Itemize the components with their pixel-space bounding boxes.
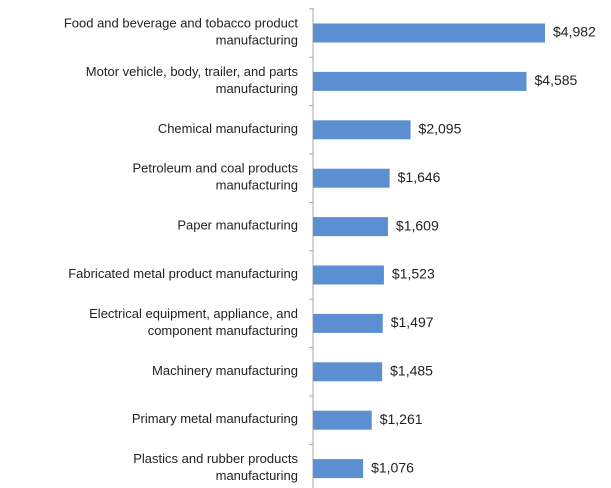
- value-label: $4,982: [553, 24, 596, 40]
- value-label: $1,261: [380, 411, 423, 427]
- category-label: Petroleum and coal products manufacturing: [133, 161, 299, 193]
- category-label: Motor vehicle, body, trailer, and parts m…: [86, 64, 299, 96]
- bar: [313, 459, 364, 479]
- bar: [313, 217, 388, 237]
- value-label: $1,497: [391, 314, 434, 330]
- category-label: Fabricated metal product manufacturing: [68, 266, 298, 281]
- category-label: Chemical manufacturing: [158, 121, 298, 136]
- value-label: $1,523: [392, 266, 435, 282]
- value-label: $4,585: [535, 72, 578, 88]
- value-label: $1,609: [396, 217, 439, 233]
- value-label: $1,646: [398, 169, 441, 185]
- bar: [313, 120, 411, 140]
- category-label: Electrical equipment, appliance, and comp…: [89, 306, 298, 338]
- bar: [313, 362, 383, 382]
- category-label: Plastics and rubber products manufacturin…: [133, 452, 298, 484]
- category-label: Primary metal manufacturing: [132, 412, 298, 427]
- bar: [313, 23, 545, 43]
- value-label: $2,095: [419, 121, 462, 137]
- bar: [313, 265, 384, 285]
- category-label: Machinery manufacturing: [152, 363, 298, 378]
- value-label: $1,485: [390, 363, 433, 379]
- bar: [313, 71, 527, 91]
- bar: [313, 168, 390, 188]
- bar: [313, 313, 383, 333]
- value-label: $1,076: [371, 459, 414, 475]
- category-label: Paper manufacturing: [177, 218, 298, 233]
- category-label: Food and beverage and tobacco product man…: [64, 16, 299, 48]
- bar: [313, 410, 372, 430]
